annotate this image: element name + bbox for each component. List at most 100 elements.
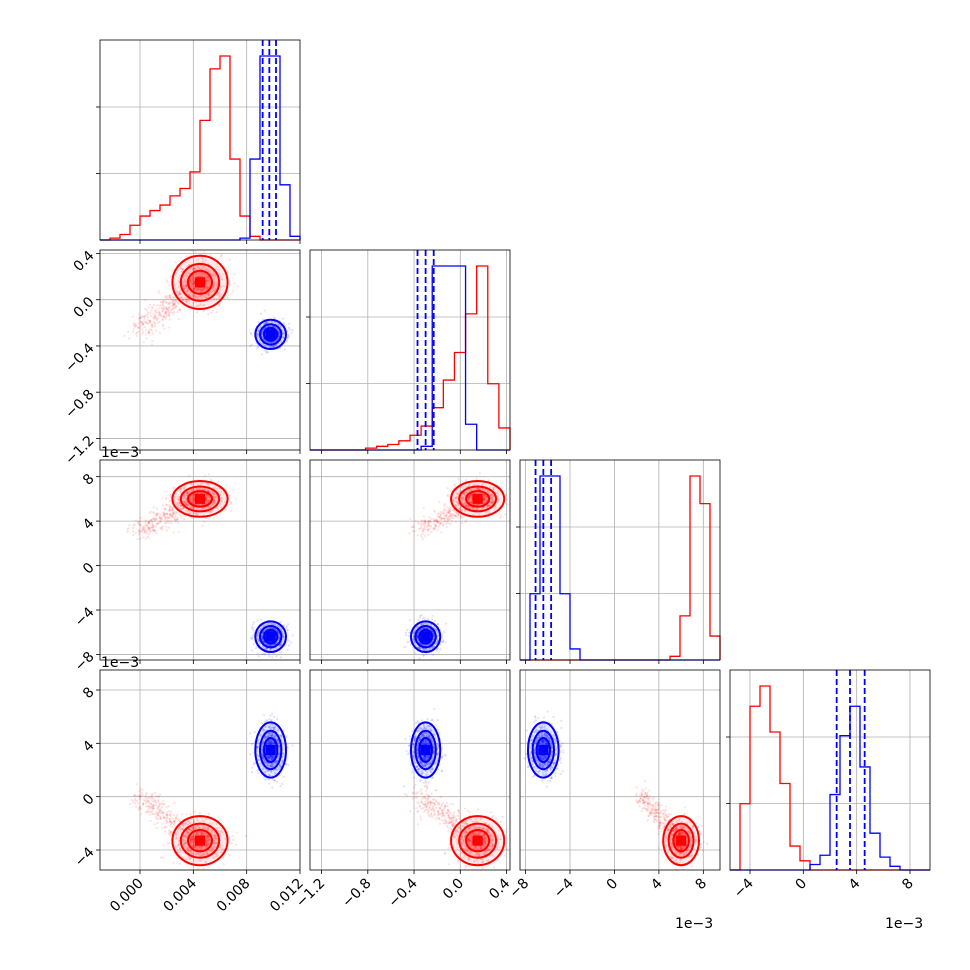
- scatter-point-blue: [261, 637, 264, 640]
- scatter-point-red: [194, 512, 197, 515]
- scatter-point-red: [132, 328, 135, 331]
- scatter-point-red: [197, 287, 200, 290]
- scatter-point-red: [195, 274, 198, 277]
- scatter-point-red: [182, 283, 185, 286]
- scatter-point-red: [151, 525, 155, 528]
- scatter-point-red: [151, 517, 154, 520]
- scatter-point-red: [152, 518, 156, 521]
- scatter-point-red: [461, 509, 464, 512]
- scatter-point-red: [185, 283, 188, 286]
- scatter-point-red: [229, 283, 232, 286]
- scatter-point-blue: [259, 628, 262, 631]
- scatter-point-red: [168, 306, 171, 310]
- scatter-point-red: [432, 518, 435, 521]
- scatter-point-red: [128, 524, 131, 527]
- scatter-point-blue: [269, 345, 273, 348]
- scatter-point-red: [427, 521, 430, 524]
- scatter-point-red: [200, 488, 203, 491]
- scatter-point-red: [457, 503, 460, 506]
- scatter-point-blue: [276, 630, 279, 633]
- scatter-point-red: [135, 331, 138, 335]
- scatter-point-red: [164, 498, 167, 501]
- scatter-point-red: [207, 499, 210, 503]
- scatter-point-red: [189, 498, 192, 502]
- scatter-point-blue: [276, 338, 279, 342]
- scatter-point-red: [447, 517, 450, 520]
- scatter-point-red: [448, 510, 451, 513]
- scatter-point-red: [153, 518, 157, 521]
- scatter-point-red: [481, 483, 484, 486]
- scatter-point-red: [169, 505, 172, 508]
- scatter-point-blue: [419, 642, 422, 645]
- scatter-point-blue: [263, 653, 266, 656]
- scatter-point-blue: [274, 628, 277, 631]
- scatter-point-red: [209, 510, 212, 513]
- scatter-point-red: [176, 505, 179, 508]
- scatter-point-red: [168, 304, 171, 307]
- scatter-point-blue: [286, 648, 289, 651]
- scatter-point-red: [186, 492, 189, 495]
- scatter-point-red: [147, 520, 151, 523]
- scatter-point-red: [476, 508, 479, 511]
- scatter-point-red: [189, 280, 193, 283]
- scatter-point-blue: [269, 341, 272, 344]
- scatter-point-red: [192, 493, 195, 496]
- scatter-point-red: [213, 271, 216, 274]
- scatter-point-blue: [279, 643, 282, 646]
- scatter-point-red: [484, 512, 488, 516]
- scatter-point-red: [457, 516, 460, 519]
- scatter-point-red: [460, 521, 464, 524]
- scatter-point-red: [190, 304, 193, 307]
- scatter-point-red: [416, 521, 419, 524]
- scatter-point-red: [204, 499, 208, 502]
- scatter-point-red: [477, 488, 481, 491]
- scatter-point-red: [462, 492, 465, 495]
- scatter-point-blue: [286, 629, 289, 632]
- scatter-point-red: [463, 503, 466, 506]
- scatter-point-red: [171, 292, 175, 295]
- scatter-point-red: [215, 506, 218, 509]
- scatter-point-red: [460, 496, 463, 499]
- scatter-point-red: [192, 267, 195, 271]
- scatter-point-red: [158, 331, 162, 334]
- scatter-point-red: [167, 302, 170, 306]
- scatter-point-blue: [265, 344, 268, 347]
- scatter-point-red: [462, 496, 465, 499]
- scatter-point-red: [156, 311, 159, 314]
- scatter-point-blue: [260, 619, 263, 622]
- scatter-point-red: [208, 490, 211, 493]
- scatter-point-red: [452, 514, 456, 517]
- scatter-point-red: [212, 284, 215, 287]
- scatter-point-red: [135, 334, 138, 337]
- scatter-point-blue: [278, 634, 281, 638]
- scatter-point-red: [447, 507, 450, 510]
- scatter-point-red: [148, 520, 151, 523]
- scatter-point-red: [169, 493, 172, 496]
- scatter-point-red: [427, 524, 430, 527]
- scatter-point-red: [179, 308, 182, 312]
- scatter-point-red: [171, 507, 174, 510]
- scatter-point-blue: [287, 334, 290, 337]
- scatter-point-red: [184, 281, 188, 284]
- scatter-point-red: [201, 288, 204, 291]
- scatter-point-red: [165, 512, 169, 516]
- scatter-point-red: [164, 521, 167, 524]
- scatter-point-red: [486, 504, 489, 507]
- scatter-point-red: [197, 275, 200, 278]
- scatter-point-red: [487, 491, 490, 494]
- scatter-point-red: [447, 521, 450, 525]
- scatter-point-red: [433, 520, 436, 523]
- scatter-point-red: [173, 284, 176, 288]
- scatter-point-red: [152, 529, 156, 532]
- scatter-point-blue: [270, 345, 273, 348]
- scatter-point-red: [174, 305, 178, 308]
- scatter-point-red: [186, 288, 190, 291]
- scatter-point-red: [440, 516, 444, 520]
- scatter-point-red: [457, 492, 460, 495]
- scatter-point-blue: [266, 643, 269, 647]
- scatter-point-red: [154, 311, 158, 314]
- scatter-point-red: [188, 279, 192, 282]
- scatter-point-blue: [273, 345, 276, 348]
- scatter-point-red: [430, 526, 433, 529]
- scatter-point-red: [205, 499, 208, 503]
